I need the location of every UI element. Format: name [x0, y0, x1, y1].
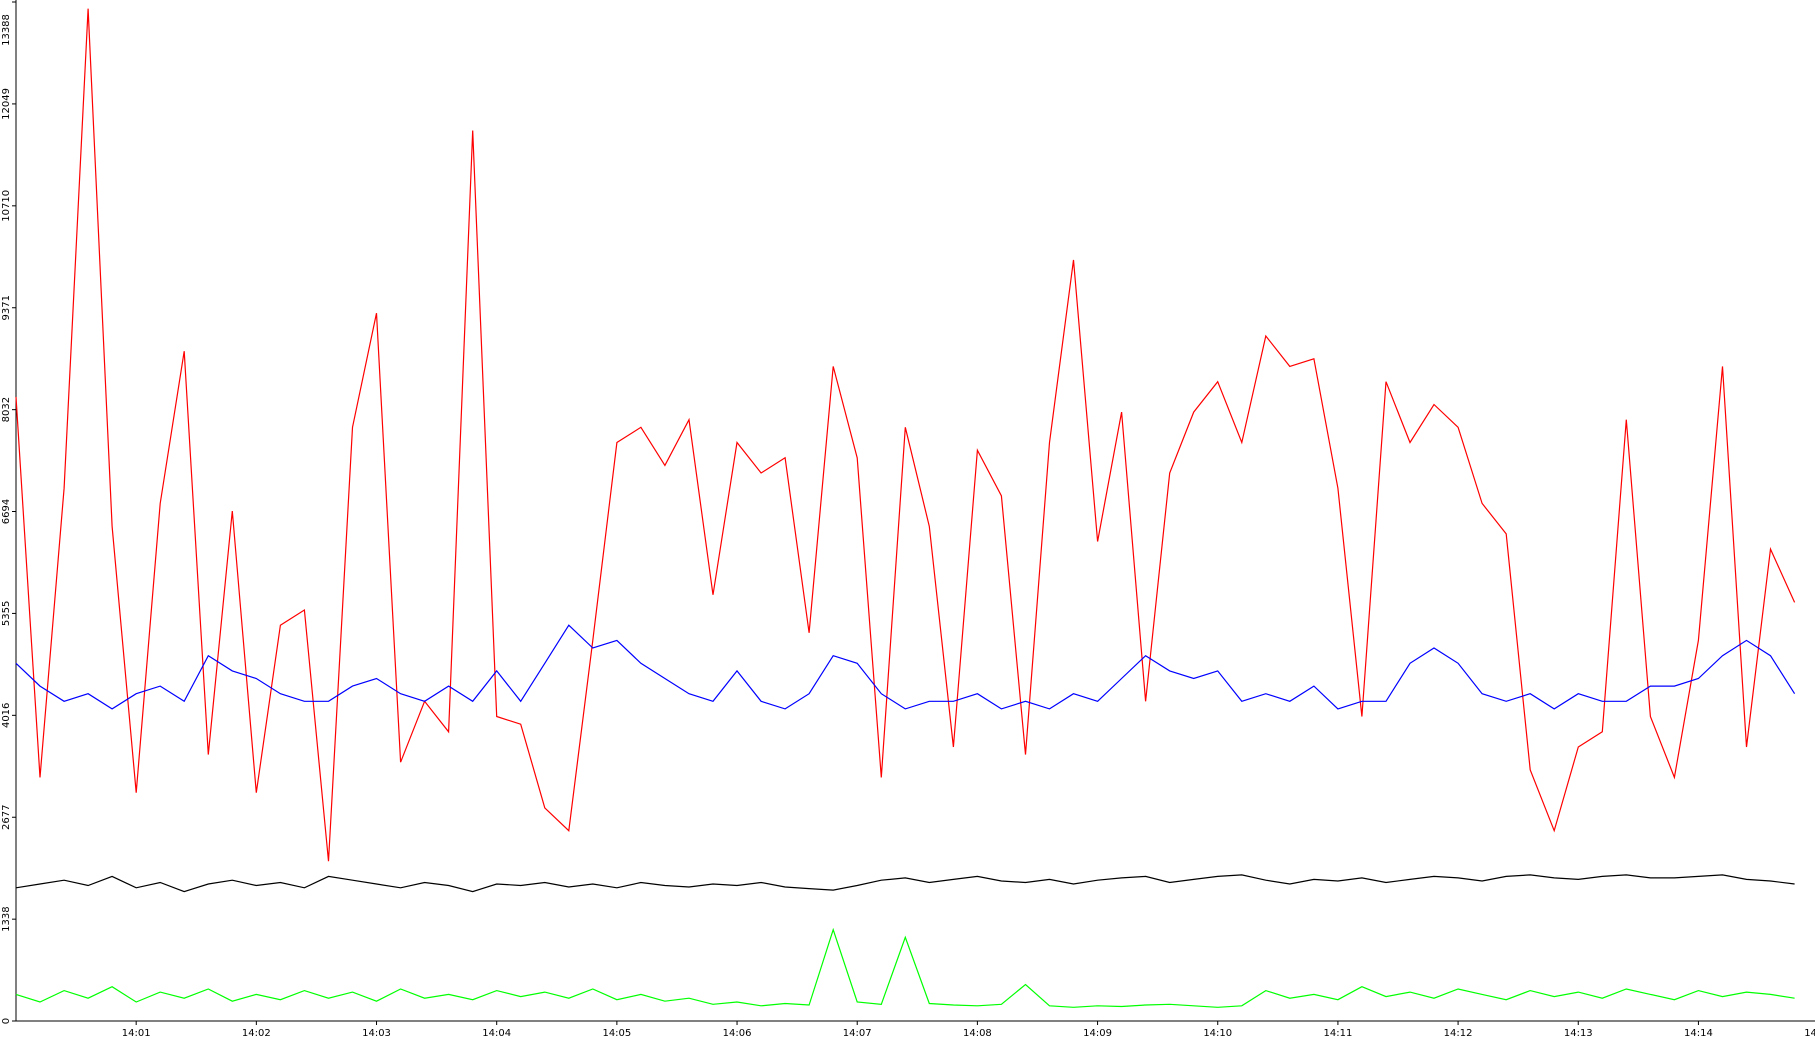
y-tick-label: 10710	[1, 190, 12, 222]
y-tick-label: 1338	[1, 906, 12, 931]
y-tick-label: 2677	[1, 805, 12, 830]
x-tick-label: 14:09	[1083, 1028, 1112, 1039]
y-tick-label: 9371	[1, 295, 12, 320]
x-tick-label: 14:05	[602, 1028, 631, 1039]
x-tick-label: 14:02	[242, 1028, 271, 1039]
y-tick-label: 6694	[1, 499, 12, 524]
x-tick-label: 14:12	[1444, 1028, 1473, 1039]
y-tick-label: 0	[1, 1018, 12, 1024]
series-line	[15, 8, 1796, 862]
x-tick-label: 14:13	[1564, 1028, 1593, 1039]
series-line	[15, 927, 1795, 1008]
y-tick-label: 13388	[1, 14, 12, 46]
y-tick-label: 4016	[1, 703, 12, 728]
y-tick-label: 12049	[1, 88, 12, 120]
x-tick-label: 14:10	[1203, 1028, 1232, 1039]
series-line	[15, 874, 1795, 893]
x-tick-label: 14:08	[963, 1028, 992, 1039]
x-tick-label: 14:15	[1804, 1028, 1815, 1039]
x-tick-label: 14:01	[122, 1028, 151, 1039]
y-tick-label: 8032	[1, 397, 12, 422]
x-tick-label: 14:03	[362, 1028, 391, 1039]
x-tick-label: 14:04	[482, 1028, 511, 1039]
y-tick-label: 5355	[1, 601, 12, 626]
series-line	[15, 624, 1796, 710]
x-tick-label: 14:11	[1323, 1028, 1352, 1039]
x-tick-label: 14:06	[723, 1028, 752, 1039]
x-tick-label: 14:07	[843, 1028, 872, 1039]
x-tick-label: 14:14	[1684, 1028, 1713, 1039]
